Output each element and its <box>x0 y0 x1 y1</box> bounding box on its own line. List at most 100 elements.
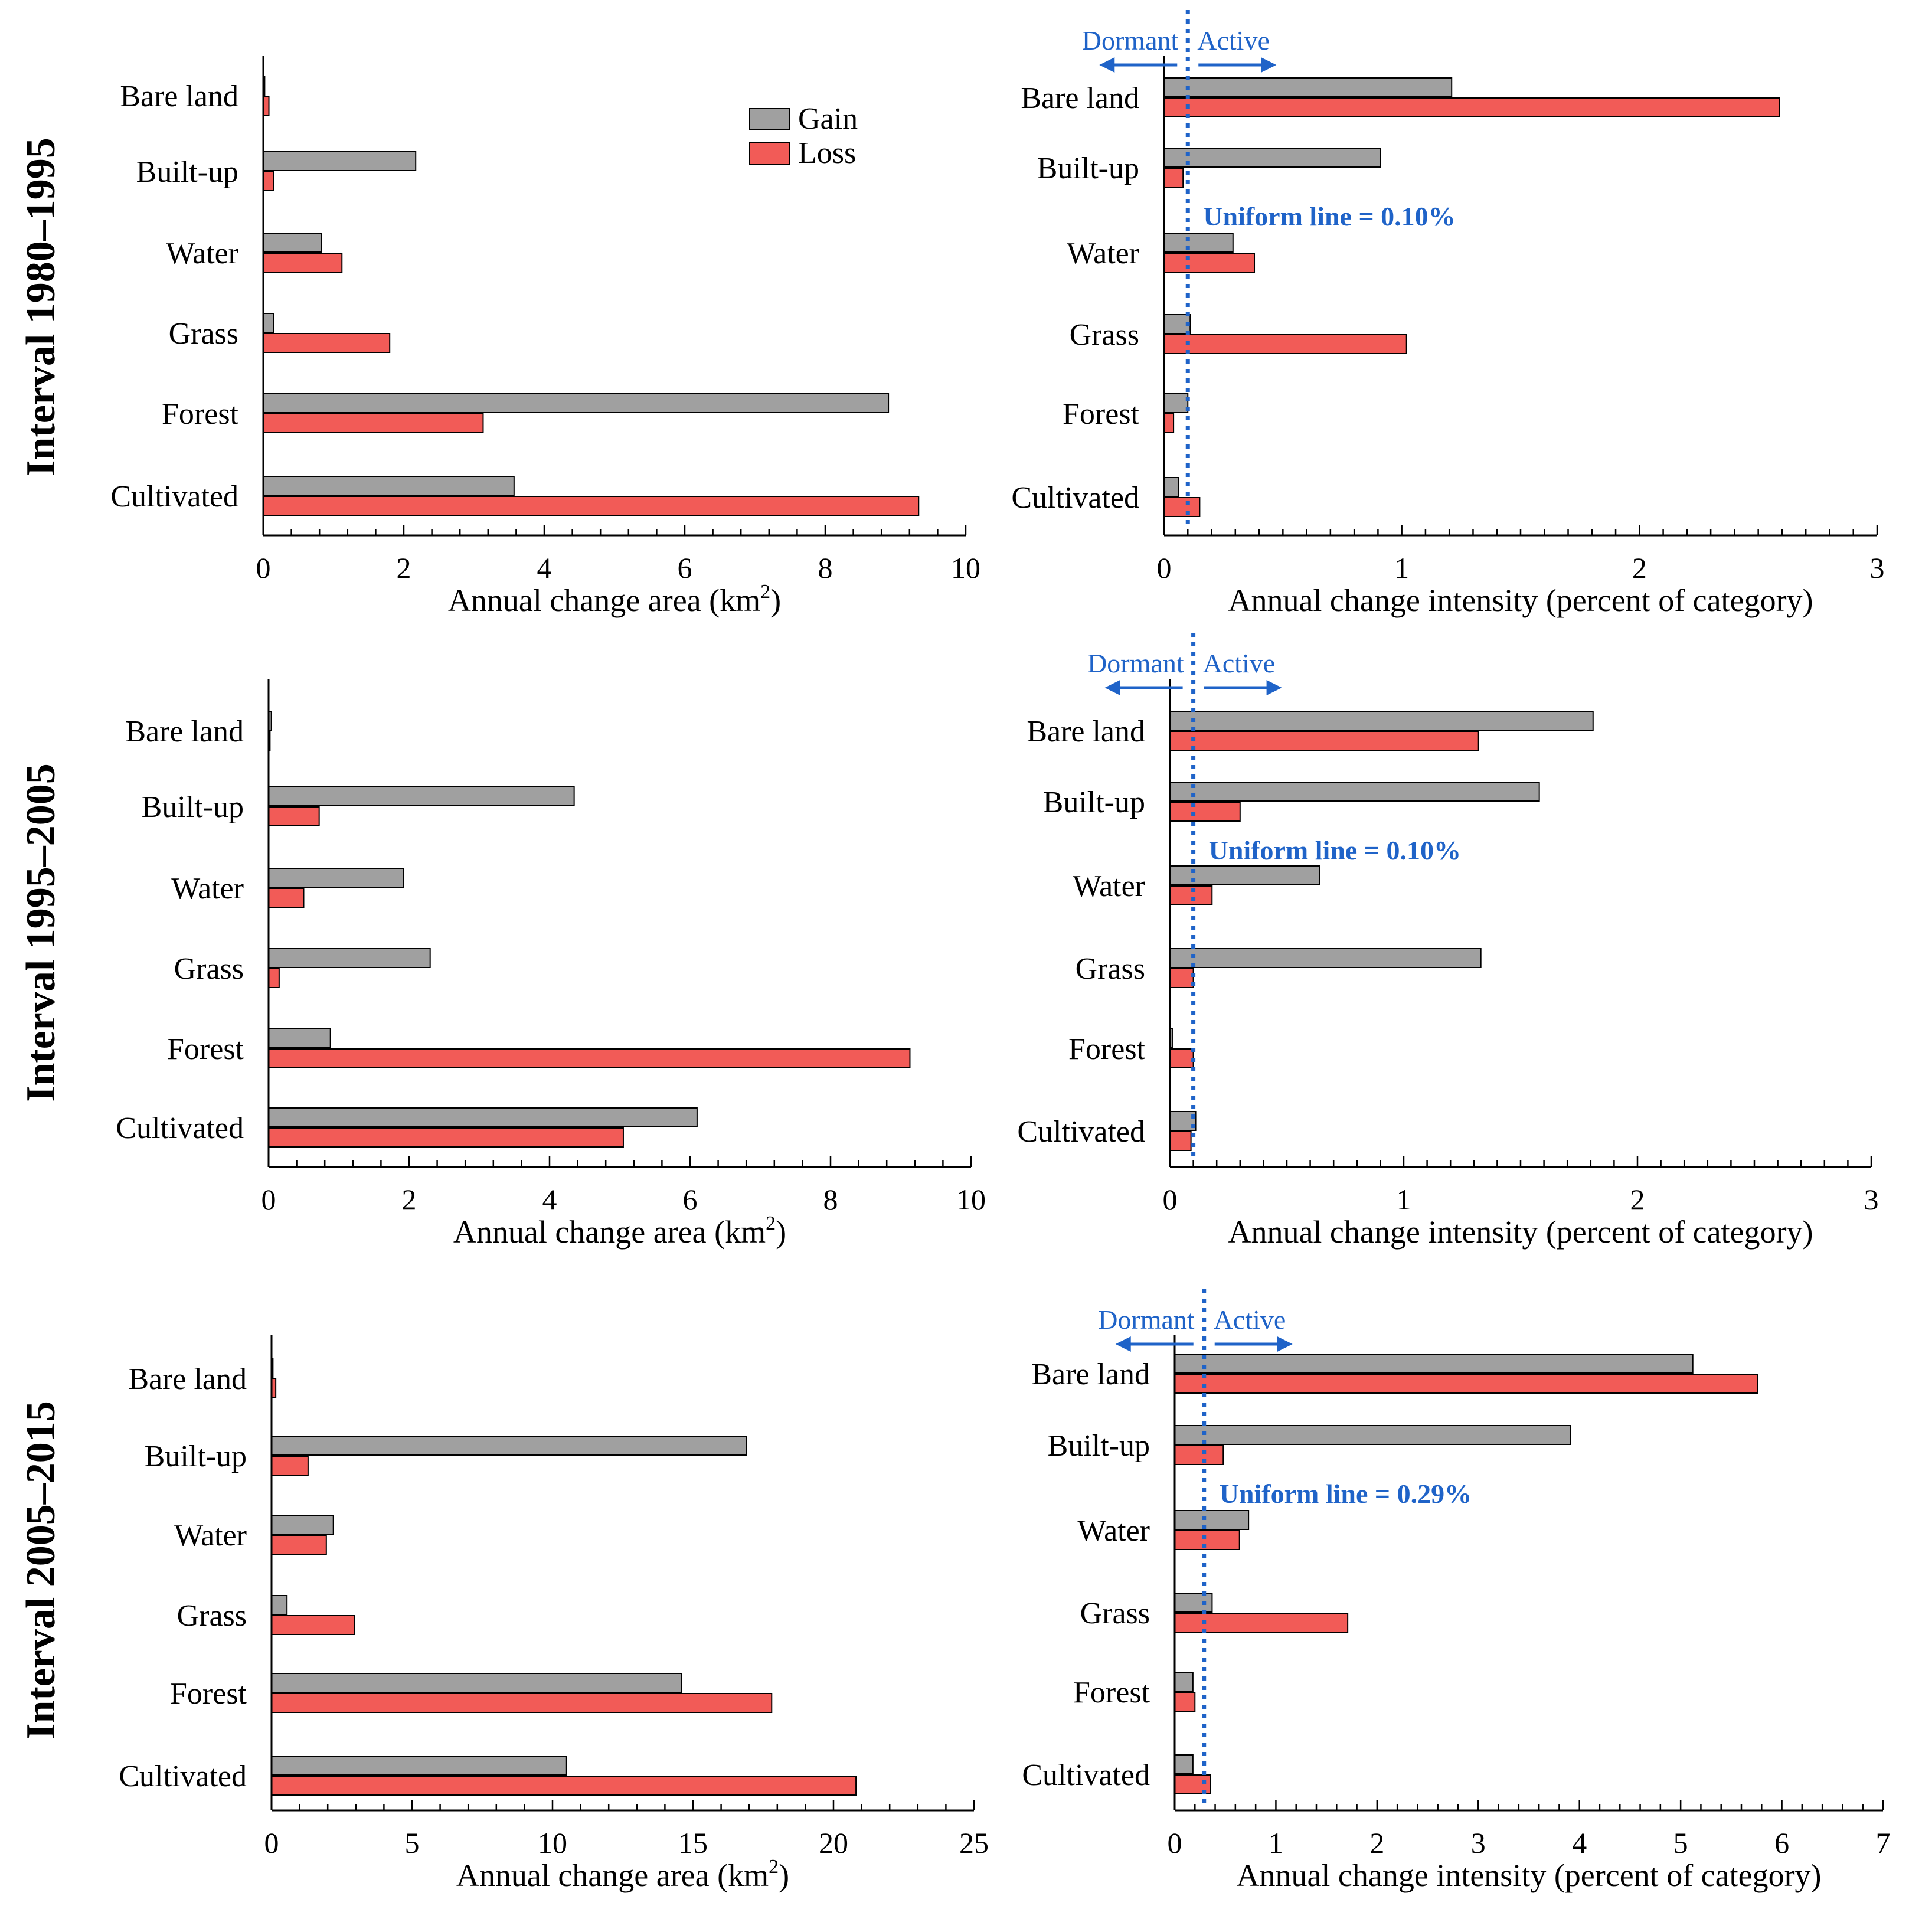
bar-gain-cultivated <box>268 1107 698 1127</box>
bar-loss-built-up <box>268 806 320 826</box>
x-tick-label: 8 <box>823 1183 838 1216</box>
x-tick-label: 10 <box>951 551 980 584</box>
bar-loss-cultivated <box>271 1776 857 1796</box>
chart-panel-3: Bare land Built-up Water Grass Forest Cultiva… <box>18 679 986 1250</box>
bar-gain-forest <box>271 1673 682 1693</box>
bar-loss-forest <box>1163 413 1175 433</box>
bar-gain-cultivated <box>1163 477 1179 497</box>
bar-loss-grass <box>1174 1613 1349 1633</box>
chart-panel-1: Bare land Built-up Water Grass Forest Cultiva… <box>18 56 980 618</box>
x-tick-label: 6 <box>678 551 692 584</box>
category-label: Built-up <box>145 1440 247 1473</box>
x-tick-label: 2 <box>1630 1183 1645 1216</box>
bar-gain-grass <box>263 313 274 333</box>
x-axis-title-superscript: 2 <box>769 1856 779 1878</box>
x-axis-title: Annual change area (km2) <box>456 1856 789 1893</box>
bar-gain-water <box>263 233 322 253</box>
x-tick-label: 20 <box>819 1826 848 1859</box>
category-label: Forest <box>1063 397 1140 431</box>
interval-row-label: Interval 1995–2005 <box>18 763 64 1102</box>
category-label: Grass <box>169 317 238 351</box>
category-label: Water <box>171 872 244 905</box>
bar-loss-built-up <box>263 171 274 191</box>
bar-loss-built-up <box>271 1456 309 1476</box>
bar-loss-grass <box>1169 968 1194 988</box>
x-tick-label: 3 <box>1471 1826 1486 1859</box>
bar-gain-water <box>271 1515 334 1535</box>
x-axis-title: Annual change area (km2) <box>448 581 781 618</box>
bar-loss-bare-land <box>1169 731 1479 751</box>
bar-gain-grass <box>268 948 431 968</box>
x-axis-title-superscript: 2 <box>766 1212 776 1234</box>
bar-loss-bare-land <box>1163 97 1780 117</box>
dormant-label: Dormant <box>1087 648 1184 678</box>
category-label: Bare land <box>1027 715 1145 748</box>
bar-loss-built-up <box>1174 1445 1224 1465</box>
x-tick-label: 5 <box>1673 1826 1688 1859</box>
category-label: Forest <box>167 1032 244 1066</box>
uniform-line-label: Uniform line = 0.10% <box>1209 835 1461 865</box>
category-label: Forest <box>1068 1032 1146 1066</box>
active-label: Active <box>1197 25 1270 55</box>
category-label: Grass <box>177 1599 247 1633</box>
bar-gain-built-up <box>1169 782 1540 802</box>
x-axis-title-main: Annual change area (km <box>456 1858 769 1893</box>
x-tick-label: 2 <box>397 551 411 584</box>
bar-loss-forest <box>263 413 484 433</box>
bar-loss-cultivated <box>1163 497 1201 517</box>
category-label: Cultivated <box>1022 1758 1150 1792</box>
x-axis-title-close: ) <box>770 583 781 618</box>
legend-loss-label: Loss <box>798 136 856 170</box>
bar-loss-water <box>1174 1530 1240 1550</box>
bar-loss-grass <box>271 1615 355 1635</box>
category-label: Bare land <box>125 715 244 748</box>
bar-gain-built-up <box>263 151 417 171</box>
category-label: Built-up <box>142 790 244 824</box>
bar-gain-forest <box>1174 1672 1194 1692</box>
bar-gain-built-up <box>271 1436 747 1456</box>
legend-gain-label: Gain <box>798 102 858 136</box>
x-tick-label: 3 <box>1870 551 1885 584</box>
x-tick-label: 2 <box>1632 551 1647 584</box>
bar-loss-water <box>1163 253 1256 273</box>
category-label: Cultivated <box>119 1760 247 1793</box>
category-label: Built-up <box>1048 1429 1150 1463</box>
category-label: Grass <box>1076 952 1145 986</box>
active-label: Active <box>1203 648 1276 678</box>
x-tick-label: 0 <box>1163 1183 1178 1216</box>
bar-loss-grass <box>263 333 391 353</box>
category-label: Water <box>166 237 238 270</box>
x-tick-label: 15 <box>678 1826 708 1859</box>
category-label: Built-up <box>1043 786 1145 819</box>
bar-loss-grass <box>1163 334 1407 354</box>
category-label: Water <box>1077 1514 1150 1548</box>
category-label: Grass <box>1080 1597 1150 1630</box>
bar-loss-forest <box>268 1048 911 1068</box>
bar-loss-cultivated <box>1169 1131 1192 1151</box>
bar-gain-cultivated <box>263 476 515 496</box>
x-tick-label: 8 <box>818 551 833 584</box>
category-label: Cultivated <box>116 1112 244 1145</box>
category-label: Water <box>174 1519 247 1552</box>
bar-loss-grass <box>268 968 280 988</box>
category-label: Cultivated <box>110 480 238 514</box>
active-arrow-head <box>1277 1336 1293 1352</box>
bar-gain-built-up <box>268 786 575 806</box>
bar-gain-grass <box>1174 1593 1213 1613</box>
bar-loss-bare-land <box>1174 1374 1758 1394</box>
x-tick-label: 25 <box>959 1826 989 1859</box>
chart-panel-2: Bare land Built-up Water Grass Forest Cultiva… <box>1011 10 1885 618</box>
bar-gain-grass <box>271 1595 288 1615</box>
category-label: Cultivated <box>1017 1115 1145 1149</box>
dormant-arrow-head <box>1099 57 1115 73</box>
category-label: Cultivated <box>1011 481 1139 515</box>
bar-loss-forest <box>1174 1692 1196 1712</box>
x-tick-label: 0 <box>1168 1826 1182 1859</box>
category-label: Bare land <box>128 1362 247 1396</box>
active-arrow-head <box>1266 680 1282 695</box>
dormant-arrow-head <box>1104 680 1120 695</box>
bar-gain-water <box>1174 1510 1250 1530</box>
x-tick-label: 0 <box>256 551 271 584</box>
category-label: Grass <box>1070 318 1139 352</box>
x-axis-title-superscript: 2 <box>760 581 770 603</box>
